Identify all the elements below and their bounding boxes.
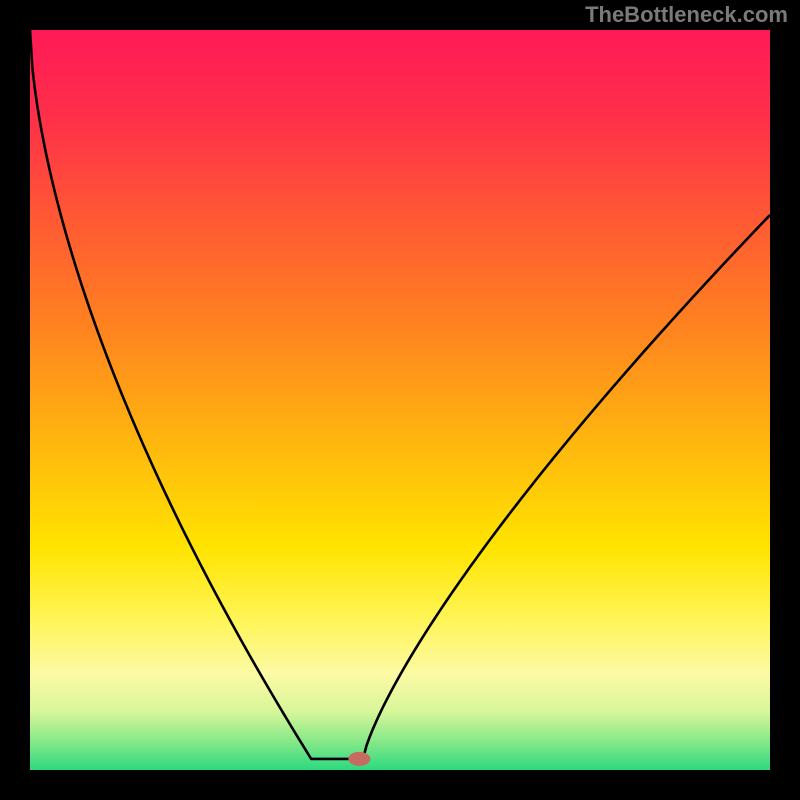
plot-background [30, 30, 770, 770]
chart-container: TheBottleneck.com [0, 0, 800, 800]
optimal-point-marker [348, 752, 370, 766]
bottleneck-curve-chart [0, 0, 800, 800]
watermark-label: TheBottleneck.com [585, 2, 788, 28]
